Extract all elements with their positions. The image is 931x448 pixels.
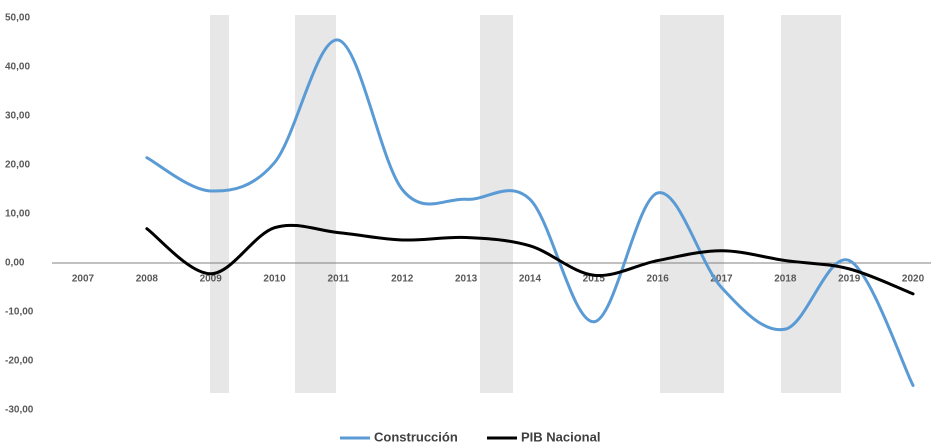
shaded-band	[210, 15, 229, 393]
x-tick-label: 2007	[72, 274, 95, 285]
series-line	[145, 223, 915, 296]
x-tick-label: 2018	[774, 274, 797, 285]
x-tick-label: 2015	[583, 274, 606, 285]
x-tick-label: 2009	[200, 274, 223, 285]
x-tick-label: 2013	[455, 274, 478, 285]
y-tick-label: 0,00	[5, 258, 25, 269]
x-tick-label: 2008	[136, 274, 159, 285]
shaded-band	[781, 15, 841, 393]
x-tick-label: 2019	[838, 274, 861, 285]
y-tick-label: -20,00	[5, 356, 34, 367]
x-tick-label: 2017	[710, 274, 733, 285]
legend-label: PIB Nacional	[521, 429, 600, 444]
x-tick-label: 2014	[519, 274, 542, 285]
x-tick-label: 2012	[391, 274, 414, 285]
y-tick-label: -10,00	[5, 307, 34, 318]
shaded-band	[480, 15, 513, 393]
y-tick-label: 30,00	[5, 111, 30, 122]
y-tick-label: -30,00	[5, 405, 34, 416]
y-tick-label: 40,00	[5, 62, 30, 73]
shaded-band	[660, 15, 724, 393]
x-tick-label: 2016	[647, 274, 670, 285]
shaded-periods	[210, 15, 841, 393]
legend-label: Construcción	[374, 429, 458, 444]
y-tick-label: 50,00	[5, 13, 30, 24]
y-tick-label: 10,00	[5, 209, 30, 220]
x-tick-label: 2011	[328, 274, 350, 285]
series-line	[145, 38, 915, 387]
shaded-band	[295, 15, 336, 393]
y-tick-label: 20,00	[5, 160, 30, 171]
x-tick-label: 2010	[263, 274, 286, 285]
x-tick-label: 2020	[902, 274, 925, 285]
